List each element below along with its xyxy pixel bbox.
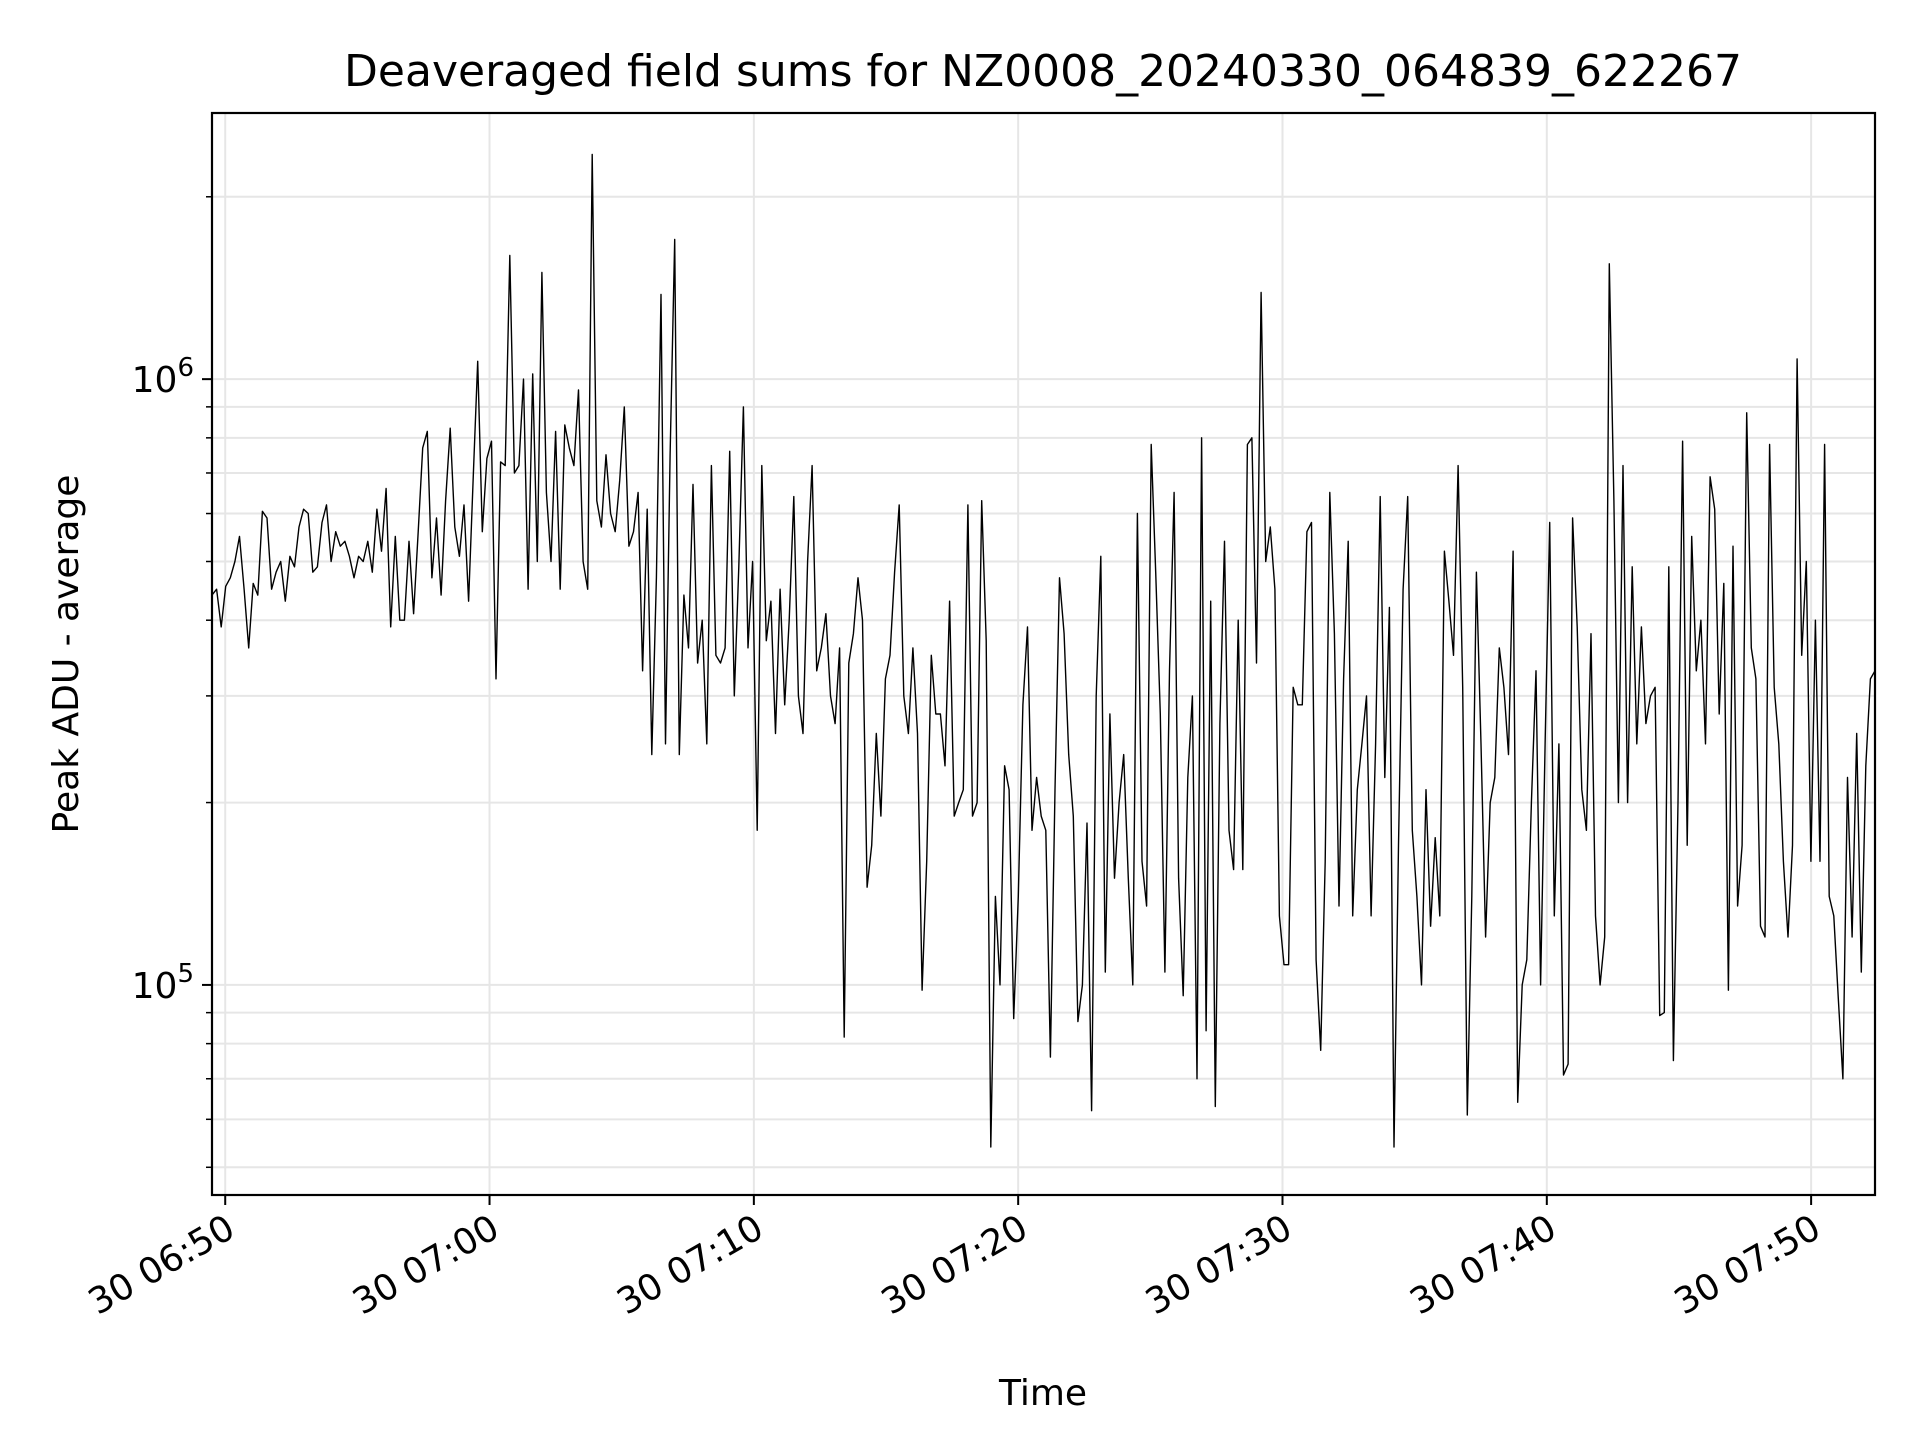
plot-frame [210, 111, 1877, 1197]
chart-title: Deaveraged field sums for NZ0008_2024033… [344, 46, 1742, 97]
y-tick-base: 10 [132, 360, 178, 401]
y-tick-label: 105 [132, 959, 194, 1007]
x-axis-label: Time [998, 1373, 1087, 1414]
y-tick-base: 10 [132, 966, 178, 1007]
series-line [211, 153, 1876, 1148]
y-tick-exponent: 6 [177, 353, 194, 383]
grid-lines [212, 113, 1875, 1195]
y-tick-label: 106 [132, 353, 194, 401]
y-axis-label: Peak ADU - average [46, 475, 87, 834]
y-tick-exponent: 5 [177, 959, 194, 989]
